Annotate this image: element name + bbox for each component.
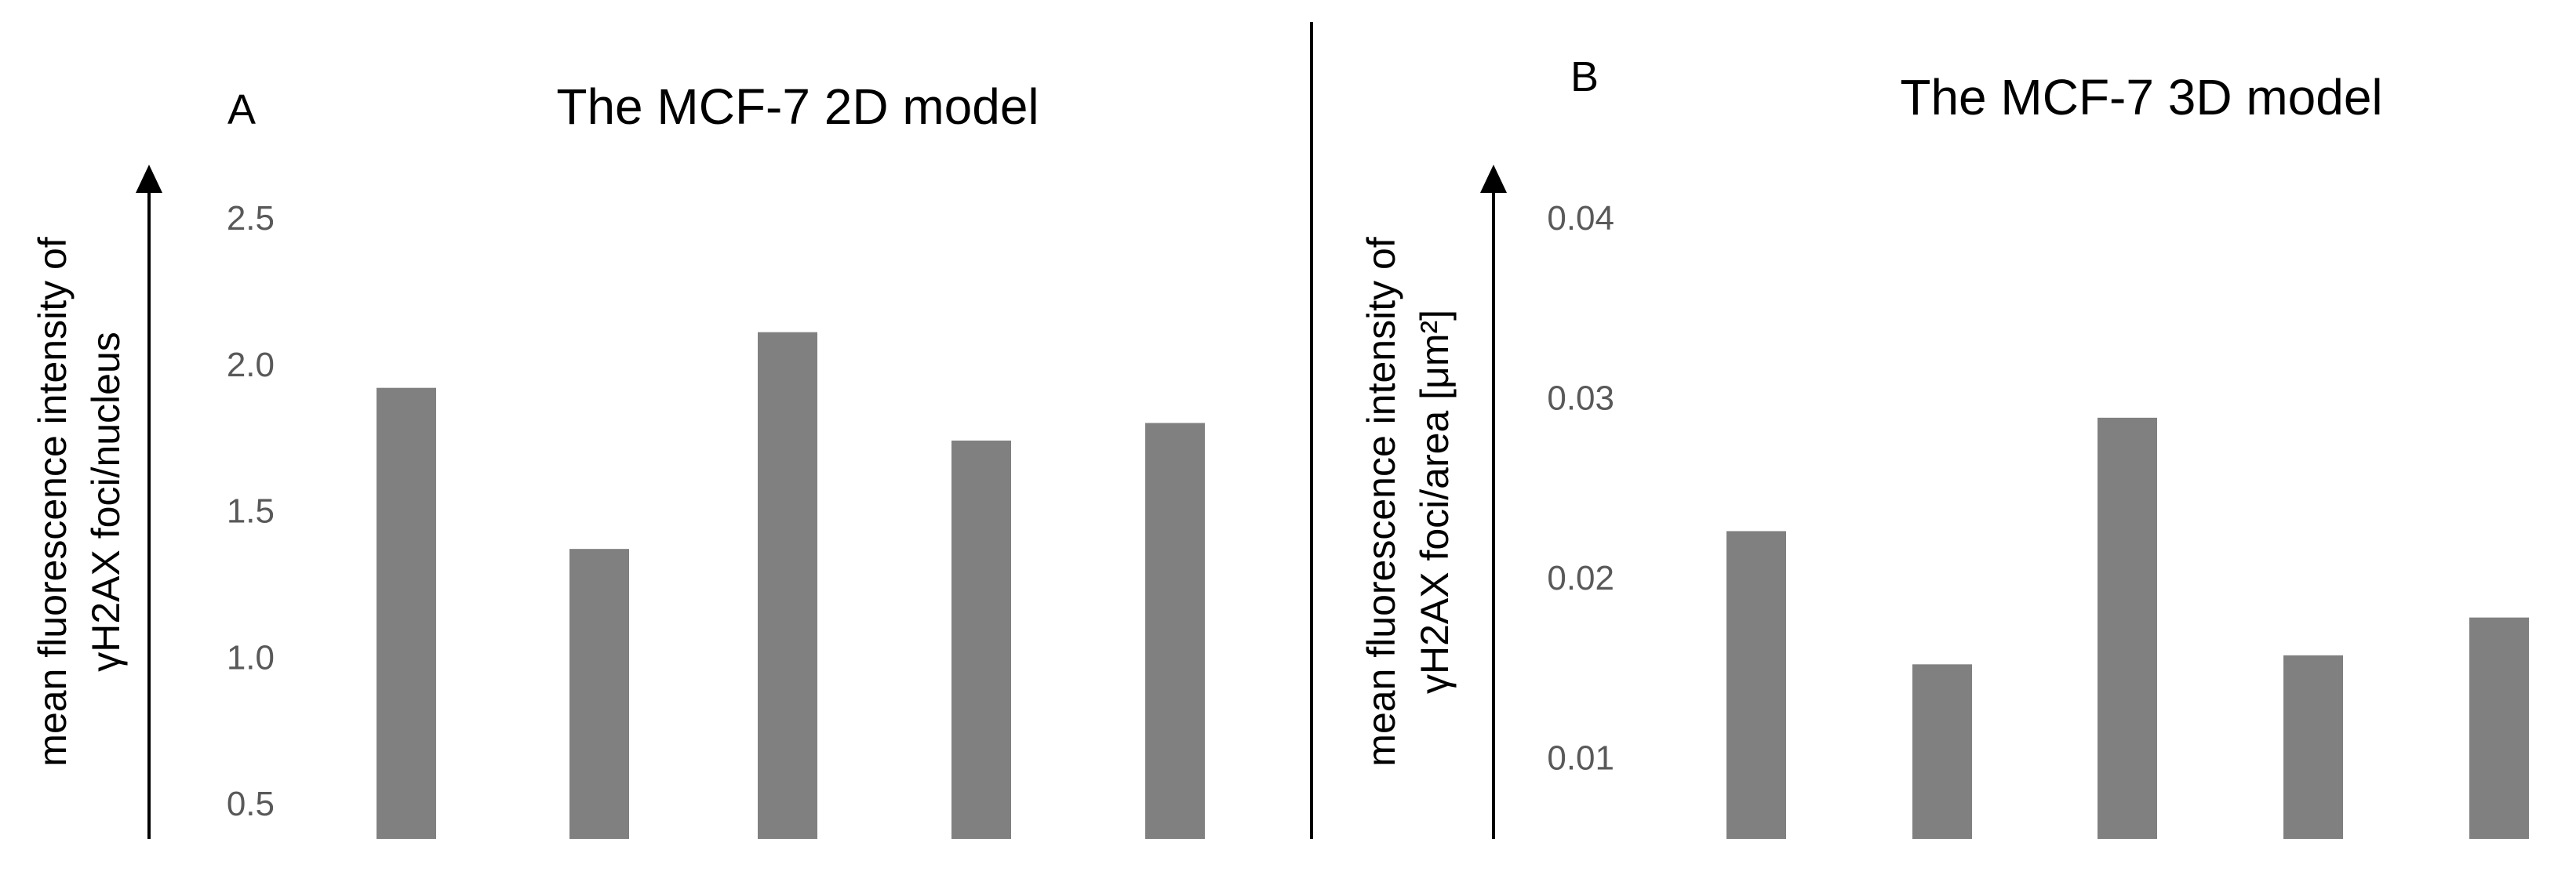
panel-a-bar: [377, 387, 436, 839]
panel-b-bar: [2098, 417, 2157, 839]
panel-a: A The MCF-7 2D model mean fluorescence i…: [31, 78, 1205, 839]
panel-a-bar: [1145, 423, 1205, 839]
panel-a-ytick-label: 2.5: [227, 199, 275, 238]
panel-b-y-axis-arrowhead: [1480, 165, 1507, 193]
panel-a-bar: [758, 332, 817, 839]
panel-a-ylabel-line2: γH2AX foci/nucleus: [84, 332, 128, 672]
panel-b-bar: [1726, 531, 1786, 839]
panel-b-title: The MCF-7 3D model: [1900, 69, 2382, 125]
panel-b-ytick-label: 0.04: [1547, 199, 1614, 238]
panel-a-y-axis-arrowhead: [136, 165, 162, 193]
panel-b-bar: [2283, 655, 2343, 839]
panel-a-ytick-label: 0.5: [227, 785, 275, 823]
panel-a-bar: [951, 440, 1011, 839]
panel-b-ylabel-line2: γH2AX foci/area [μm²]: [1413, 310, 1457, 694]
panel-a-bar: [569, 549, 629, 839]
panel-b-ytick-label: 0.01: [1547, 739, 1614, 778]
panel-b-ytick-label: 0.02: [1547, 559, 1614, 597]
panel-a-label: A: [227, 86, 256, 133]
panel-a-title: The MCF-7 2D model: [556, 78, 1039, 135]
panel-b-ylabel-line1: mean fluorescence intensity of: [1359, 237, 1403, 766]
panel-a-ytick-label: 2.0: [227, 346, 275, 384]
panel-a-ytick-label: 1.5: [227, 492, 275, 531]
panel-a-ytick-label: 1.0: [227, 638, 275, 677]
panel-b-ytick-label: 0.03: [1547, 379, 1614, 418]
panel-b-label: B: [1570, 53, 1599, 100]
panel-b-bar: [2469, 617, 2529, 839]
panel-a-ylabel-line1: mean fluorescence intensity of: [31, 237, 75, 766]
panel-b: B The MCF-7 3D model mean fluorescence i…: [1359, 53, 2529, 839]
panel-b-bar: [1912, 664, 1972, 839]
